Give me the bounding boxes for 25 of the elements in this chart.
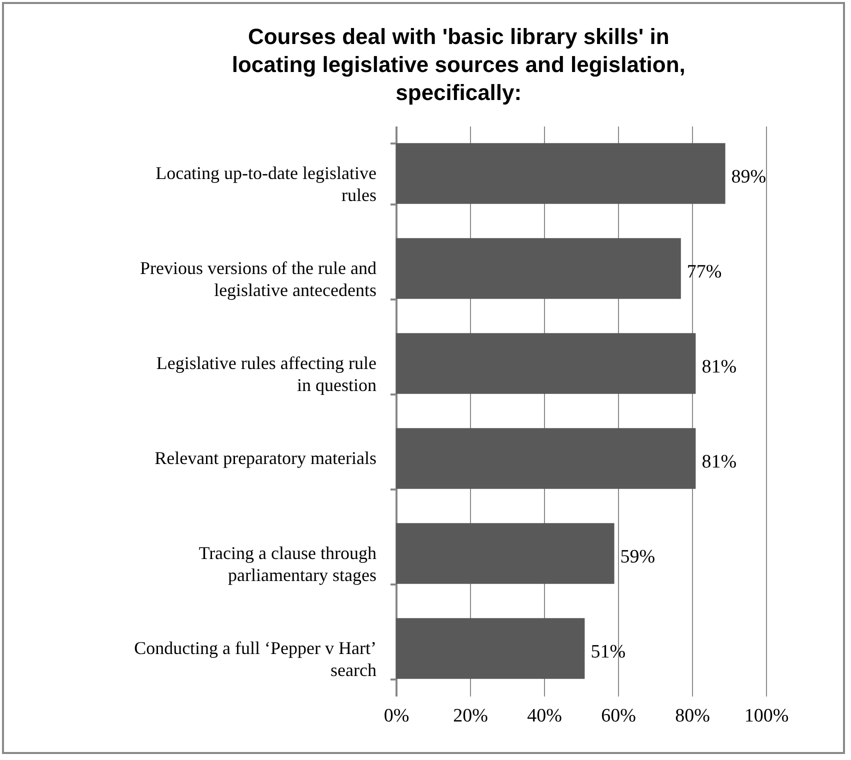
x-tick-label: 0%	[384, 706, 410, 726]
x-tick-label: 40%	[527, 706, 562, 726]
y-tick-label: Tracing a clause through parliamentary stages	[198, 543, 376, 585]
bar	[396, 238, 681, 299]
y-tick-label: Conducting a full ‘Pepper v Hart’ search	[134, 638, 376, 680]
data-label: 89%	[731, 166, 766, 188]
bar	[396, 333, 696, 394]
data-label: 81%	[702, 452, 737, 472]
y-tick-label: Locating up-to-date legislative rules	[156, 163, 377, 205]
x-tick-label: 100%	[744, 706, 789, 726]
y-tick-label: Legislative rules affecting rule in question	[156, 353, 377, 395]
chart-title: Courses deal with 'basic library skills' in locating legislative sources and legislation, specifically:	[232, 24, 686, 105]
data-label: 77%	[686, 262, 722, 282]
y-tick-label: Relevant preparatory materials	[154, 448, 376, 468]
bar	[396, 618, 585, 679]
bar	[396, 523, 614, 584]
x-tick-label: 20%	[453, 706, 488, 726]
data-label: 59%	[620, 546, 656, 568]
bar	[396, 428, 696, 489]
x-tick-label: 80%	[675, 706, 710, 726]
x-tick-label: 60%	[601, 706, 636, 726]
data-label: 51%	[590, 642, 626, 662]
y-tick-label: Previous versions of the rule and legislative antecedents	[140, 258, 376, 300]
bar	[396, 143, 726, 204]
data-label: 81%	[702, 356, 737, 378]
